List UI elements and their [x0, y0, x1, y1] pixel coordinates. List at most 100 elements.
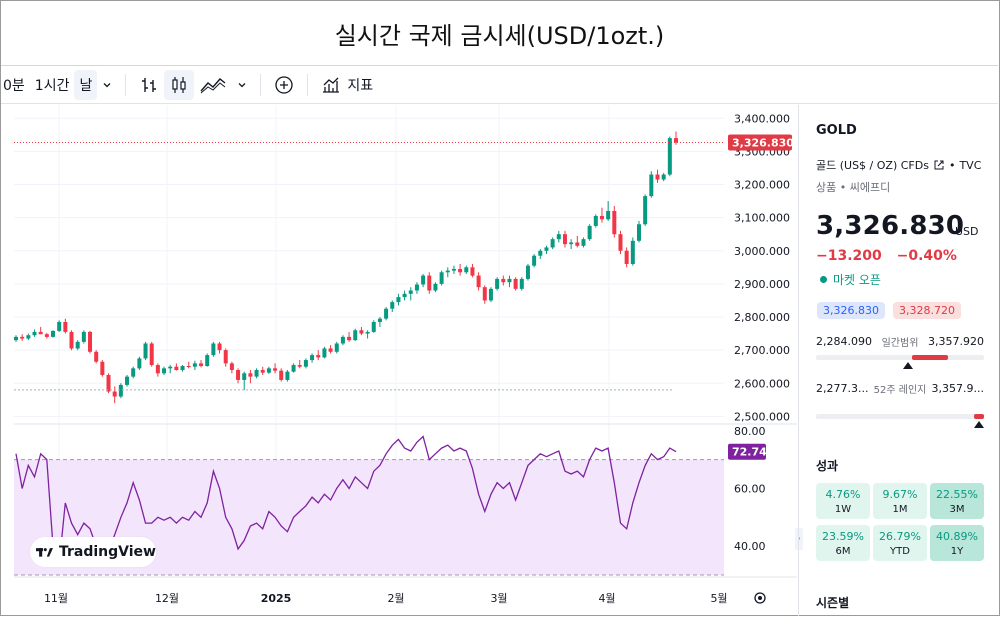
- candle-body: [525, 265, 530, 279]
- candle-body: [229, 363, 234, 370]
- candle-body: [421, 275, 426, 285]
- candle-body: [155, 365, 160, 374]
- week52-range-low: 2,277.3...: [816, 382, 869, 395]
- candle-body: [544, 247, 549, 251]
- candle-body: [661, 174, 666, 180]
- indicators-label: 지표: [347, 77, 374, 94]
- candle-body: [38, 331, 43, 335]
- candle-body: [186, 366, 191, 368]
- rsi-line: [15, 435, 677, 564]
- candle-body: [44, 334, 49, 337]
- candle-body: [365, 331, 370, 334]
- symbol-description-row: 골드 (US$ / OZ) CFDs • TVC: [816, 157, 981, 173]
- time-axis-label: 2025: [261, 592, 292, 605]
- price-change: −13.200 −0.40%: [816, 248, 967, 264]
- compare-add-button[interactable]: [269, 70, 299, 100]
- toolbar-divider: [260, 73, 262, 96]
- candle-body: [266, 368, 271, 373]
- indicators-button[interactable]: 지표: [316, 70, 378, 100]
- price-change-pct: −0.40%: [896, 248, 957, 264]
- chart-style-dropdown-button[interactable]: [232, 70, 252, 100]
- interval-1h-button[interactable]: 1시간: [30, 70, 75, 100]
- candle-body: [291, 365, 296, 372]
- tradingview-logo[interactable]: TradingView: [30, 537, 156, 567]
- performance-value: 4.76%: [825, 487, 861, 501]
- week52-range-label: 52주 레인지: [873, 385, 927, 396]
- candle-body: [242, 373, 247, 380]
- candle-body: [396, 297, 401, 303]
- candle-body: [439, 272, 444, 284]
- candle-body: [149, 343, 154, 366]
- candle-body: [143, 343, 148, 359]
- candle-body: [57, 321, 62, 331]
- candle-body: [118, 384, 123, 397]
- candle-body: [334, 343, 339, 352]
- candle-body: [427, 275, 432, 291]
- candle-body: [556, 234, 561, 240]
- day-range-marker-icon: [903, 362, 914, 369]
- rsi-value-tag: [728, 443, 766, 460]
- candle-body: [495, 278, 500, 289]
- candle-body: [476, 275, 481, 288]
- candle-body: [205, 355, 210, 367]
- candle-body: [643, 196, 648, 225]
- settings-gear-icon[interactable]: [754, 592, 766, 604]
- candle-body: [20, 336, 25, 339]
- candle-body: [310, 355, 315, 361]
- price-axis-label: 2,800.000: [734, 311, 790, 324]
- performance-period: 1Y: [950, 545, 964, 557]
- symbol-details-panel: GOLD 골드 (US$ / OZ) CFDs • TVC 상품 • 씨에프디 …: [798, 105, 998, 616]
- chevron-down-icon: [238, 82, 246, 87]
- price-axis-label: 3,200.000: [734, 179, 790, 192]
- performance-cell-1m[interactable]: 9.67% 1M: [873, 483, 927, 519]
- candle-body: [81, 331, 86, 342]
- candle-chart-style-button[interactable]: [164, 69, 195, 100]
- seasonals-title: 시즌별: [816, 596, 850, 610]
- performance-cell-1w[interactable]: 4.76% 1W: [816, 483, 870, 519]
- candle-body: [51, 330, 56, 337]
- external-link-icon[interactable]: [933, 159, 945, 171]
- interval-30m-label: 0분: [3, 77, 25, 94]
- time-axis-label: 11월: [44, 592, 68, 605]
- performance-cell-ytd[interactable]: 26.79% YTD: [873, 525, 927, 561]
- candle-body: [69, 331, 74, 349]
- candle-body: [353, 330, 358, 341]
- interval-day-button[interactable]: 날: [74, 69, 98, 100]
- performance-cell-1y[interactable]: 40.89% 1Y: [930, 525, 984, 561]
- performance-value: 40.89%: [936, 529, 978, 543]
- price-axis-label: 2,600.000: [734, 377, 790, 390]
- candle-body: [131, 368, 136, 377]
- performance-title: 성과: [816, 459, 839, 473]
- candle-body: [390, 302, 395, 309]
- candle-body: [347, 336, 352, 341]
- candle-body: [414, 284, 419, 291]
- price-change-abs: −13.200: [816, 248, 882, 264]
- price-axis-label: 2,900.000: [734, 278, 790, 291]
- performance-value: 22.55%: [936, 487, 978, 501]
- candle-body: [285, 371, 290, 380]
- candle-body: [316, 355, 321, 358]
- candle-body: [223, 350, 228, 364]
- candle-body: [562, 234, 567, 245]
- performance-cell-3m[interactable]: 22.55% 3M: [930, 483, 984, 519]
- toolbar-divider: [125, 73, 127, 96]
- candle-body: [137, 358, 142, 369]
- bar-chart-style-button[interactable]: [134, 70, 164, 100]
- candle-body: [26, 335, 31, 339]
- candle-body: [655, 174, 660, 180]
- day-range-bar: [816, 355, 984, 360]
- symbol-name: GOLD: [816, 123, 857, 138]
- rsi-value-tag-label: 72.74: [732, 446, 767, 459]
- interval-dropdown-button[interactable]: [97, 70, 117, 100]
- symbol-description: 골드 (US$ / OZ) CFDs: [816, 159, 929, 172]
- candle-body: [433, 283, 438, 291]
- candle-body: [464, 267, 469, 273]
- performance-period: 3M: [949, 503, 965, 515]
- interval-30m-button[interactable]: 0분: [1, 70, 30, 100]
- area-chart-style-button[interactable]: [194, 70, 232, 100]
- interval-day-label: 날: [79, 77, 93, 94]
- performance-cell-6m[interactable]: 23.59% 6M: [816, 525, 870, 561]
- week52-range-marker-icon: [973, 421, 984, 428]
- candle-body: [636, 224, 641, 241]
- last-price: 3,326.830: [816, 211, 965, 241]
